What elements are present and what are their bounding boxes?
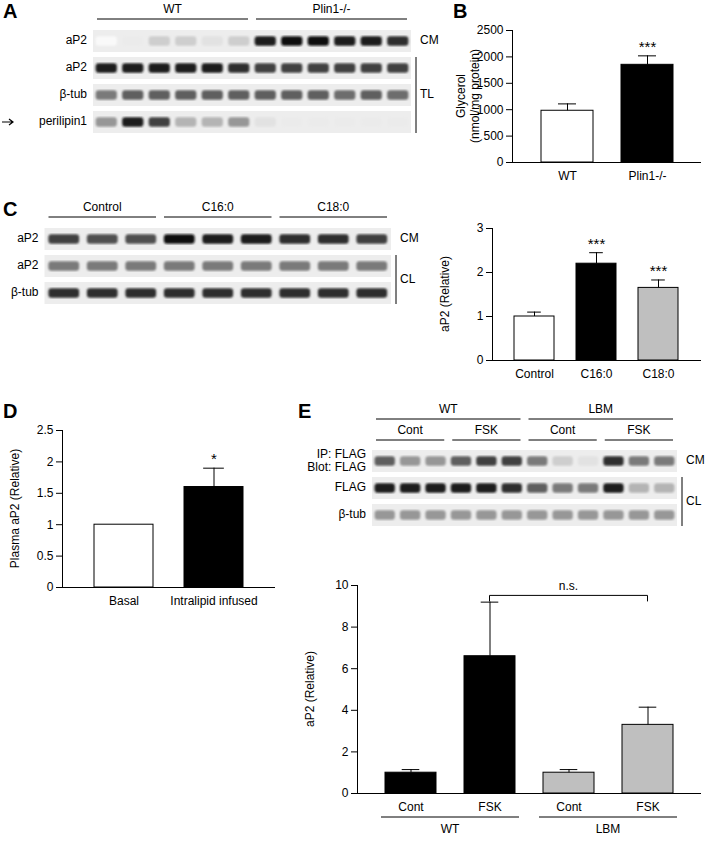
html-text:D: D: [3, 400, 18, 422]
svg-text:Cont: Cont: [397, 423, 423, 437]
svg-text:CM: CM: [686, 453, 705, 467]
svg-text:LBM: LBM: [588, 402, 613, 416]
svg-text:2500: 2500: [477, 23, 504, 37]
svg-text:FSK: FSK: [475, 423, 498, 437]
svg-text:aP2: aP2: [66, 33, 88, 47]
svg-text:CM: CM: [400, 231, 419, 245]
svg-text:Plasma aP2 (Relative): Plasma aP2 (Relative): [8, 449, 22, 568]
svg-text:C18:0: C18:0: [317, 200, 349, 214]
svg-text:FSK: FSK: [636, 800, 659, 814]
svg-text:WT: WT: [558, 169, 577, 183]
html-text:C: C: [3, 198, 18, 220]
html-text:B: B: [453, 0, 468, 22]
svg-text:FLAG: FLAG: [335, 480, 366, 494]
svg-text:1: 1: [477, 309, 484, 323]
svg-text:aP2: aP2: [17, 258, 39, 272]
svg-text:2000: 2000: [476, 49, 504, 64]
svg-text:***: ***: [588, 235, 606, 252]
svg-text:Control: Control: [83, 200, 122, 214]
svg-text:WT: WT: [439, 402, 458, 416]
svg-text:Cont: Cont: [398, 800, 424, 814]
svg-text:0: 0: [342, 786, 349, 800]
svg-text:CL: CL: [686, 494, 702, 508]
svg-text:10: 10: [335, 578, 349, 592]
svg-text:aP2: aP2: [66, 60, 88, 74]
svg-text:Glycerol: Glycerol: [454, 74, 468, 118]
svg-text:aP2 (Relative): aP2 (Relative): [303, 651, 317, 727]
svg-text:WT: WT: [441, 822, 460, 836]
svg-text:n.s.: n.s.: [559, 579, 578, 593]
svg-text:FSK: FSK: [478, 800, 501, 814]
svg-text:CL: CL: [400, 272, 416, 286]
svg-text:CM: CM: [420, 33, 439, 47]
svg-text:0: 0: [47, 580, 54, 594]
svg-text:C18:0: C18:0: [642, 367, 674, 381]
svg-text:TL: TL: [420, 87, 434, 101]
svg-text:C16:0: C16:0: [580, 367, 612, 381]
svg-text:1.5: 1.5: [37, 486, 54, 500]
svg-text:*: *: [211, 450, 217, 467]
svg-text:***: ***: [639, 38, 657, 55]
svg-text:2: 2: [477, 265, 484, 279]
svg-text:3: 3: [477, 221, 484, 235]
svg-text:1: 1: [47, 518, 54, 532]
svg-text:8: 8: [342, 620, 349, 634]
svg-text:WT: WT: [163, 2, 182, 16]
svg-text:Plin1-/-: Plin1-/-: [312, 2, 350, 16]
svg-text:aP2: aP2: [17, 231, 39, 245]
svg-text:C16:0: C16:0: [202, 200, 234, 214]
svg-text:(nmol/mg protein): (nmol/mg protein): [468, 49, 482, 143]
svg-text:FSK: FSK: [627, 423, 650, 437]
svg-text:6: 6: [342, 662, 349, 676]
svg-text:Basal: Basal: [109, 594, 139, 608]
svg-text:perilipin1: perilipin1: [39, 114, 87, 128]
svg-text:Cont: Cont: [556, 800, 582, 814]
svg-text:Blot: FLAG: Blot: FLAG: [307, 460, 366, 474]
html-text:A: A: [3, 0, 18, 22]
svg-text:Plin1-/-: Plin1-/-: [628, 169, 666, 183]
svg-text:1500: 1500: [476, 76, 504, 91]
svg-text:2.5: 2.5: [37, 423, 54, 437]
svg-text:aP2 (Relative): aP2 (Relative): [438, 256, 452, 332]
svg-text:Cont: Cont: [550, 423, 576, 437]
html-text:E: E: [298, 400, 312, 422]
svg-text:0: 0: [477, 353, 484, 367]
svg-text:0.5: 0.5: [37, 549, 54, 563]
svg-text:2: 2: [342, 745, 349, 759]
svg-text:***: ***: [650, 262, 668, 279]
svg-text:β-tub: β-tub: [338, 507, 366, 521]
svg-text:4: 4: [342, 703, 349, 717]
svg-text:LBM: LBM: [596, 822, 621, 836]
svg-text:0: 0: [497, 155, 504, 169]
svg-text:1000: 1000: [476, 102, 504, 117]
svg-text:Control: Control: [515, 367, 554, 381]
svg-text:β-tub: β-tub: [59, 87, 87, 101]
svg-text:Intralipid infused: Intralipid infused: [170, 594, 257, 608]
svg-text:IP: FLAG: IP: FLAG: [317, 447, 366, 461]
svg-text:β-tub: β-tub: [11, 285, 39, 299]
svg-text:2: 2: [47, 455, 54, 469]
svg-text:500: 500: [483, 129, 503, 143]
